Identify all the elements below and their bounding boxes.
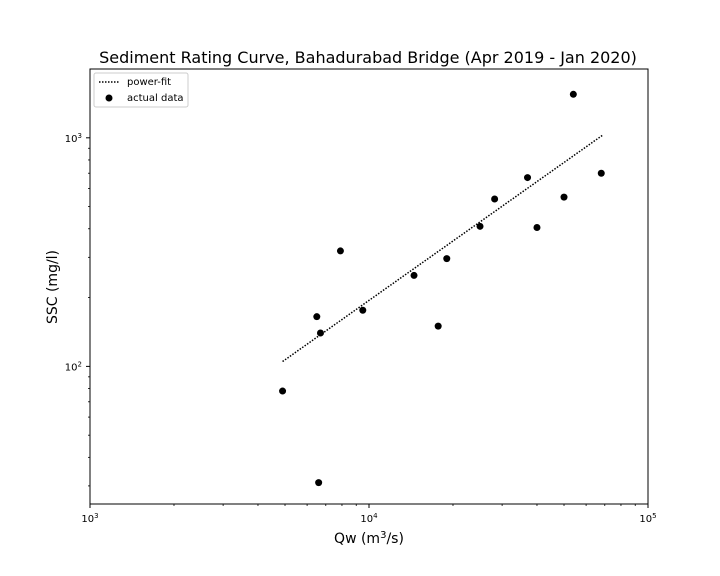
x-tick-label: 103 bbox=[81, 512, 98, 525]
data-point bbox=[597, 169, 605, 177]
data-point bbox=[410, 271, 418, 279]
data-point bbox=[524, 174, 532, 182]
data-point bbox=[279, 387, 287, 395]
power-fit-line bbox=[282, 134, 604, 363]
legend-actual-data-marker bbox=[105, 94, 113, 102]
legend-power-fit-label: power-fit bbox=[127, 77, 171, 88]
data-point bbox=[569, 90, 577, 98]
data-point bbox=[336, 247, 344, 255]
axis-ticks: 103 104 105 102 103 bbox=[65, 132, 657, 525]
y-tick-label: 103 bbox=[65, 132, 82, 145]
data-point bbox=[315, 479, 323, 487]
plot-area bbox=[89, 68, 649, 505]
data-point bbox=[313, 313, 321, 321]
legend: power-fit actual data bbox=[93, 72, 189, 108]
y-axis-label: SSC (mg/l) bbox=[45, 250, 61, 324]
x-axis-label: Qw (m3/s) bbox=[334, 530, 404, 547]
data-point bbox=[434, 322, 442, 330]
data-point bbox=[491, 195, 499, 203]
data-point bbox=[359, 306, 367, 314]
power-fit-layer bbox=[282, 134, 604, 363]
x-tick-label: 105 bbox=[639, 512, 656, 525]
legend-actual-data-label: actual data bbox=[127, 93, 184, 104]
chart-title: Sediment Rating Curve, Bahadurabad Bridg… bbox=[99, 48, 637, 67]
y-tick-label: 102 bbox=[65, 360, 82, 373]
data-point bbox=[476, 222, 484, 230]
x-tick-label: 104 bbox=[360, 512, 378, 525]
data-points bbox=[279, 90, 605, 487]
data-point bbox=[443, 255, 451, 263]
data-point bbox=[533, 224, 541, 232]
data-point bbox=[560, 193, 568, 201]
data-point bbox=[316, 329, 324, 337]
